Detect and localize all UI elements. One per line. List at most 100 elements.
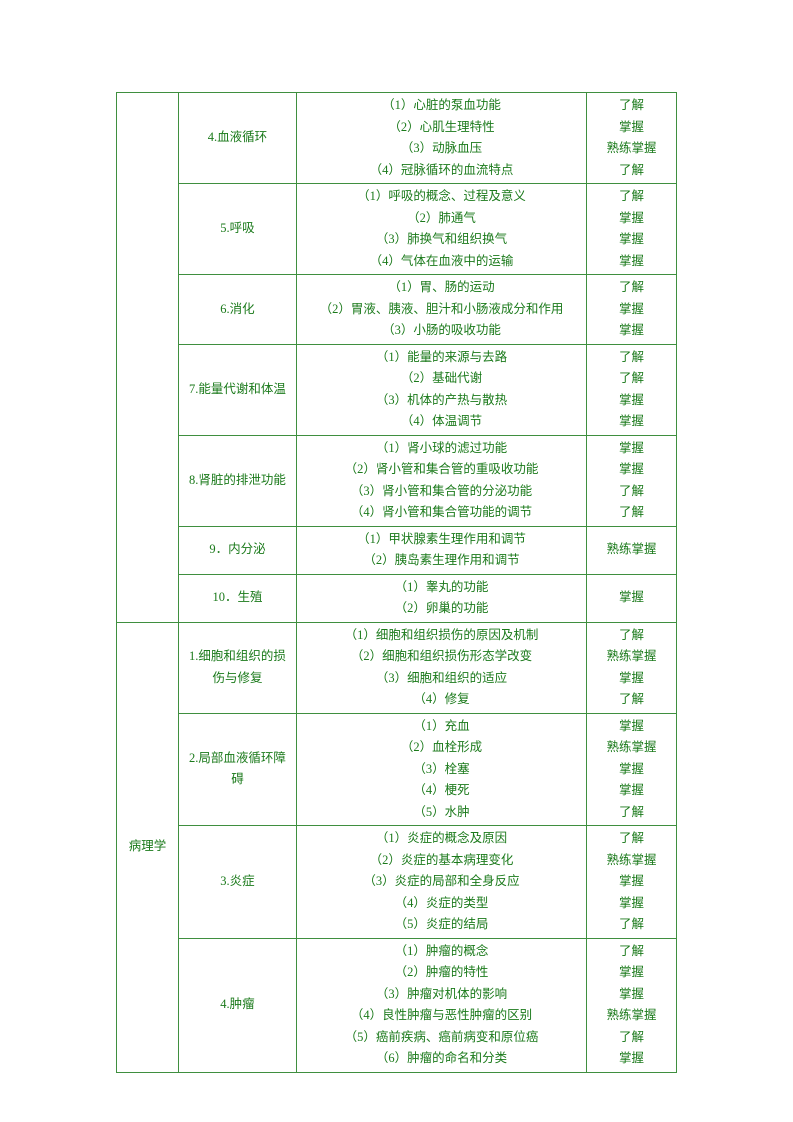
level-line: 熟练掌握 <box>591 138 672 160</box>
level-line: 掌握 <box>591 438 672 460</box>
level-line: 掌握 <box>591 320 672 342</box>
item-line: （1）呼吸的概念、过程及意义 <box>301 186 582 208</box>
items-cell: （1）呼吸的概念、过程及意义（2）肺通气（3）肺换气和组织换气（4）气体在血液中… <box>297 184 587 275</box>
levels-cell: 了解掌握熟练掌握了解 <box>587 93 677 184</box>
level-line: 掌握 <box>591 668 672 690</box>
level-line: 掌握 <box>591 893 672 915</box>
level-line: 了解 <box>591 689 672 711</box>
item-line: （3）小肠的吸收功能 <box>301 320 582 342</box>
level-line: 了解 <box>591 277 672 299</box>
level-line: 了解 <box>591 502 672 524</box>
table-row: 2.局部血液循环障碍（1）充血（2）血栓形成（3）栓塞（4）梗死（5）水肿掌握熟… <box>117 713 677 826</box>
level-line: 掌握 <box>591 117 672 139</box>
item-line: （3）炎症的局部和全身反应 <box>301 871 582 893</box>
item-line: （2）心肌生理特性 <box>301 117 582 139</box>
levels-cell: 了解熟练掌握掌握了解 <box>587 622 677 713</box>
item-line: （2）肾小管和集合管的重吸收功能 <box>301 459 582 481</box>
section-title-cell: 9．内分泌 <box>179 526 297 574</box>
level-line: 了解 <box>591 828 672 850</box>
item-line: （2）胰岛素生理作用和调节 <box>301 550 582 572</box>
item-line: （2）细胞和组织损伤形态学改变 <box>301 646 582 668</box>
item-line: （3）肾小管和集合管的分泌功能 <box>301 481 582 503</box>
level-line: 熟练掌握 <box>591 1005 672 1027</box>
item-line: （5）炎症的结局 <box>301 914 582 936</box>
level-line: 掌握 <box>591 411 672 433</box>
levels-cell: 掌握掌握了解了解 <box>587 435 677 526</box>
item-line: （4）气体在血液中的运输 <box>301 251 582 273</box>
item-line: （4）体温调节 <box>301 411 582 433</box>
items-cell: （1）炎症的概念及原因（2）炎症的基本病理变化（3）炎症的局部和全身反应（4）炎… <box>297 826 587 939</box>
items-cell: （1）肿瘤的概念（2）肿瘤的特性（3）肿瘤对机体的影响（4）良性肿瘤与恶性肿瘤的… <box>297 938 587 1072</box>
section-title-cell: 4.肿瘤 <box>179 938 297 1072</box>
items-cell: （1）甲状腺素生理作用和调节（2）胰岛素生理作用和调节 <box>297 526 587 574</box>
levels-cell: 熟练掌握 <box>587 526 677 574</box>
subject-cell: 病理学 <box>117 622 179 1072</box>
level-line: 掌握 <box>591 962 672 984</box>
level-line: 熟练掌握 <box>591 646 672 668</box>
item-line: （2）基础代谢 <box>301 368 582 390</box>
section-title-cell: 8.肾脏的排泄功能 <box>179 435 297 526</box>
item-line: （1）睾丸的功能 <box>301 577 582 599</box>
level-line: 掌握 <box>591 871 672 893</box>
level-line: 了解 <box>591 914 672 936</box>
level-line: 掌握 <box>591 759 672 781</box>
table-row: 8.肾脏的排泄功能（1）肾小球的滤过功能（2）肾小管和集合管的重吸收功能（3）肾… <box>117 435 677 526</box>
item-line: （3）动脉血压 <box>301 138 582 160</box>
section-title-cell: 6.消化 <box>179 275 297 345</box>
section-title-cell: 3.炎症 <box>179 826 297 939</box>
level-line: 掌握 <box>591 1048 672 1070</box>
items-cell: （1）细胞和组织损伤的原因及机制（2）细胞和组织损伤形态学改变（3）细胞和组织的… <box>297 622 587 713</box>
level-line: 掌握 <box>591 716 672 738</box>
table-row: 4.血液循环（1）心脏的泵血功能（2）心肌生理特性（3）动脉血压（4）冠脉循环的… <box>117 93 677 184</box>
item-line: （2）血栓形成 <box>301 737 582 759</box>
item-line: （5）水肿 <box>301 802 582 824</box>
table-row: 4.肿瘤（1）肿瘤的概念（2）肿瘤的特性（3）肿瘤对机体的影响（4）良性肿瘤与恶… <box>117 938 677 1072</box>
level-line: 掌握 <box>591 390 672 412</box>
items-cell: （1）充血（2）血栓形成（3）栓塞（4）梗死（5）水肿 <box>297 713 587 826</box>
items-cell: （1）肾小球的滤过功能（2）肾小管和集合管的重吸收功能（3）肾小管和集合管的分泌… <box>297 435 587 526</box>
item-line: （1）细胞和组织损伤的原因及机制 <box>301 625 582 647</box>
item-line: （4）梗死 <box>301 780 582 802</box>
level-line: 掌握 <box>591 459 672 481</box>
level-line: 熟练掌握 <box>591 539 672 561</box>
section-title-cell: 1.细胞和组织的损伤与修复 <box>179 622 297 713</box>
levels-cell: 掌握熟练掌握掌握掌握了解 <box>587 713 677 826</box>
section-title-cell: 10．生殖 <box>179 574 297 622</box>
table-row: 3.炎症（1）炎症的概念及原因（2）炎症的基本病理变化（3）炎症的局部和全身反应… <box>117 826 677 939</box>
table-row: 5.呼吸（1）呼吸的概念、过程及意义（2）肺通气（3）肺换气和组织换气（4）气体… <box>117 184 677 275</box>
item-line: （2）肿瘤的特性 <box>301 962 582 984</box>
item-line: （4）良性肿瘤与恶性肿瘤的区别 <box>301 1005 582 1027</box>
table-row: 病理学1.细胞和组织的损伤与修复（1）细胞和组织损伤的原因及机制（2）细胞和组织… <box>117 622 677 713</box>
level-line: 掌握 <box>591 208 672 230</box>
table-row: 9．内分泌（1）甲状腺素生理作用和调节（2）胰岛素生理作用和调节熟练掌握 <box>117 526 677 574</box>
item-line: （3）栓塞 <box>301 759 582 781</box>
table-row: 10．生殖（1）睾丸的功能（2）卵巢的功能掌握 <box>117 574 677 622</box>
item-line: （2）肺通气 <box>301 208 582 230</box>
level-line: 掌握 <box>591 780 672 802</box>
items-cell: （1）睾丸的功能（2）卵巢的功能 <box>297 574 587 622</box>
item-line: （1）能量的来源与去路 <box>301 347 582 369</box>
item-line: （3）细胞和组织的适应 <box>301 668 582 690</box>
subject-label: 病理学 <box>129 839 167 853</box>
levels-cell: 了解掌握掌握 <box>587 275 677 345</box>
item-line: （1）胃、肠的运动 <box>301 277 582 299</box>
level-line: 掌握 <box>591 984 672 1006</box>
level-line: 熟练掌握 <box>591 850 672 872</box>
item-line: （6）肿瘤的命名和分类 <box>301 1048 582 1070</box>
level-line: 了解 <box>591 368 672 390</box>
section-title-cell: 5.呼吸 <box>179 184 297 275</box>
section-title-cell: 7.能量代谢和体温 <box>179 344 297 435</box>
level-line: 了解 <box>591 1027 672 1049</box>
item-line: （4）炎症的类型 <box>301 893 582 915</box>
levels-cell: 了解了解掌握掌握 <box>587 344 677 435</box>
level-line: 了解 <box>591 802 672 824</box>
item-line: （4）冠脉循环的血流特点 <box>301 160 582 182</box>
level-line: 掌握 <box>591 229 672 251</box>
levels-cell: 了解熟练掌握掌握掌握了解 <box>587 826 677 939</box>
section-title-cell: 4.血液循环 <box>179 93 297 184</box>
subject-cell <box>117 93 179 623</box>
level-line: 掌握 <box>591 251 672 273</box>
level-line: 了解 <box>591 160 672 182</box>
level-line: 了解 <box>591 481 672 503</box>
levels-cell: 了解掌握掌握掌握 <box>587 184 677 275</box>
